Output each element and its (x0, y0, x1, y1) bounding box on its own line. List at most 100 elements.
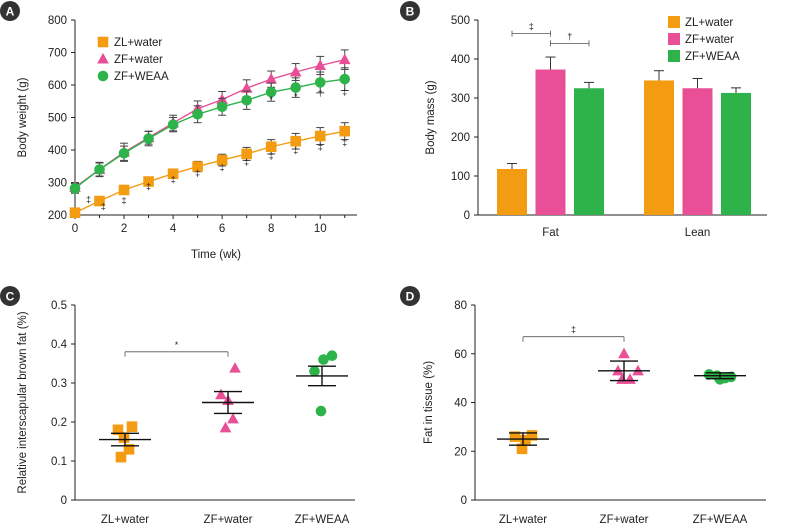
data-point (118, 147, 130, 159)
category-label: ZL+water (499, 514, 547, 524)
data-point (338, 53, 351, 65)
y-axis-label: Fat in tissue (%) (423, 361, 435, 444)
legend-label: ZF+water (114, 54, 163, 66)
significance-mark: ‡ (293, 146, 298, 156)
data-point (618, 347, 630, 359)
category-label: Fat (542, 227, 559, 239)
legend-marker (97, 52, 109, 64)
y-tick-label: 600 (48, 80, 67, 92)
bar (497, 168, 527, 215)
data-point (314, 77, 326, 88)
series-line-0 (74, 130, 345, 214)
panel-badge (400, 1, 420, 21)
y-tick-label: 0 (61, 495, 67, 507)
y-tick-label: 500 (451, 15, 470, 27)
panel-b: B 0 100 200 300 400 500 Body mass (g) Fat Lean ‡ † Z… (400, 1, 767, 239)
significance-mark: ‡ (101, 202, 106, 212)
bar (574, 88, 604, 215)
data-point (516, 443, 528, 455)
legend-label: ZF+water (685, 34, 734, 46)
y-tick-label: 200 (48, 210, 67, 222)
data-point (241, 94, 252, 106)
data-point (526, 430, 538, 441)
series-line-2 (74, 78, 345, 189)
significance-mark: ‡ (342, 87, 347, 97)
significance-mark: ‡ (171, 175, 176, 185)
legend-marker (97, 36, 109, 48)
data-point (314, 130, 326, 142)
x-axis-label: Time (wk) (191, 249, 241, 261)
y-tick-label: 40 (454, 398, 467, 410)
data-point (265, 73, 278, 84)
panel-badge (0, 1, 20, 21)
y-tick-label: 0.1 (51, 456, 67, 468)
panel-c: C 0 0.1 0.2 0.3 0.4 0.5 Relative interscapular … (0, 286, 355, 524)
data-point (112, 424, 124, 436)
data-point (509, 431, 521, 442)
y-tick-label: 20 (454, 446, 467, 458)
y-tick-label: 500 (48, 113, 67, 125)
significance-mark: ‡ (86, 194, 91, 204)
data-point (192, 161, 203, 172)
y-tick-label: 700 (48, 48, 67, 60)
y-tick-label: 300 (451, 93, 470, 105)
x-tick-label: 8 (268, 223, 274, 235)
data-point (725, 371, 737, 383)
significance-mark: ‡ (342, 138, 347, 148)
y-axis-label: Relative interscapular brown fat (%) (17, 311, 29, 493)
data-point (123, 444, 135, 455)
y-tick-label: 0 (461, 495, 467, 507)
significance-mark: ‡ (244, 157, 249, 167)
data-point (216, 154, 228, 166)
data-point (69, 207, 81, 219)
data-point (265, 141, 277, 153)
data-point (143, 176, 154, 187)
data-point (126, 421, 138, 432)
y-tick-label: 400 (48, 145, 67, 157)
data-point (265, 86, 277, 98)
y-tick-label: 0.5 (51, 300, 67, 312)
data-point (309, 366, 320, 377)
y-tick-label: 0.3 (51, 378, 67, 390)
y-tick-label: 100 (451, 171, 470, 183)
panel-label: B (406, 4, 415, 18)
x-tick-label: 4 (170, 223, 177, 235)
significance-mark: ‡ (318, 142, 323, 152)
category-label: ZF+water (204, 514, 253, 524)
panel-badge (400, 286, 420, 306)
legend-label: ZF+WEAA (685, 51, 740, 63)
legend-swatch (668, 50, 680, 62)
data-point (94, 195, 105, 207)
significance-mark: † (567, 31, 572, 41)
bar (682, 88, 713, 215)
category-label: ZF+water (600, 514, 649, 524)
legend-swatch (668, 33, 680, 45)
panel-label: A (6, 4, 15, 18)
legend-swatch (668, 16, 680, 28)
legend: ZL+water ZF+water ZF+WEAA (668, 16, 740, 63)
panel-a: A 200 300 400 500 600 700 800 0 2 4 6 8 10 Time (wk) Bo… (0, 1, 357, 261)
data-point (241, 148, 252, 160)
significance-mark: * (294, 91, 298, 101)
data-point (192, 108, 203, 120)
data-point (314, 59, 327, 71)
y-tick-label: 800 (48, 15, 67, 27)
data-point (326, 350, 338, 362)
y-axis-label: Body mass (g) (425, 80, 437, 154)
x-tick-label: 0 (72, 223, 78, 235)
y-tick-label: 60 (454, 349, 467, 361)
data-point (632, 364, 644, 376)
bar (535, 69, 566, 215)
y-tick-label: 300 (48, 178, 67, 190)
y-tick-label: 0 (464, 210, 470, 222)
data-point (229, 362, 241, 373)
data-point (227, 412, 239, 424)
panel-label: C (6, 289, 15, 303)
x-tick-label: 6 (219, 223, 225, 235)
panel-badge (0, 286, 20, 306)
significance-mark: ‡ (269, 151, 274, 161)
data-point (290, 82, 301, 93)
y-tick-label: 0.4 (51, 339, 68, 351)
x-tick-label: 2 (121, 223, 127, 235)
bar (644, 80, 674, 215)
